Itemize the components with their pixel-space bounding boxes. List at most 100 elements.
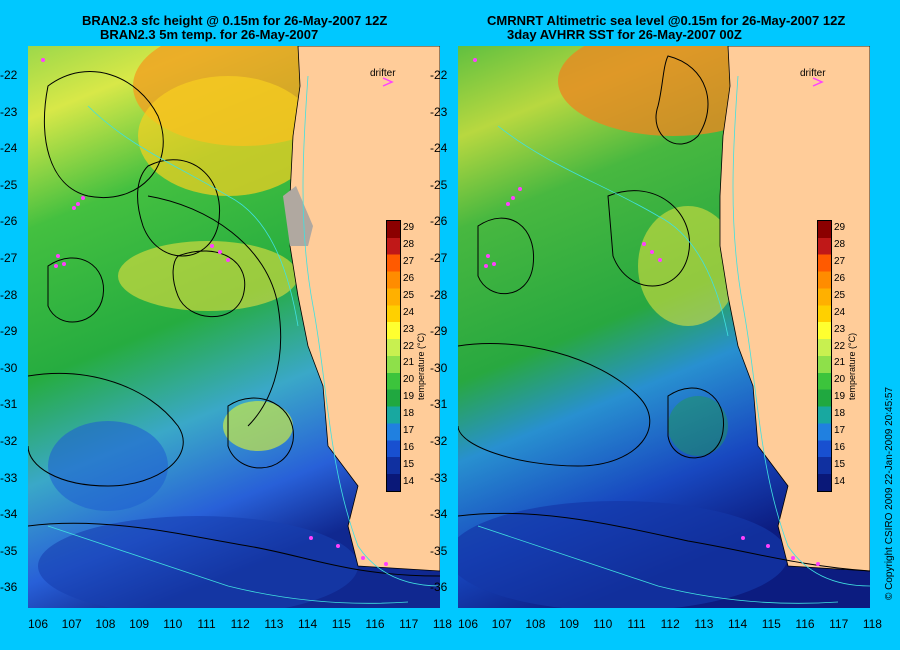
x-axis-label: 117 [829,617,849,631]
y-axis-label: -23 [430,104,448,119]
left-title-line1: BRAN2.3 sfc height @ 0.15m for 26-May-20… [82,13,388,28]
y-axis-label: -28 [430,287,448,302]
right-map-svg [458,46,870,608]
colorbar-tick-label: 25 [834,289,846,301]
x-axis-label: 108 [525,617,546,631]
left-drifter-label: drifter [370,68,396,79]
colorbar-tick-label: 19 [834,391,846,403]
x-axis-label: 114 [728,617,748,631]
x-axis-label: 115 [761,617,781,631]
colorbar-tick-label: 23 [834,323,846,335]
y-axis-label: -24 [430,141,448,156]
y-axis-label: -30 [0,360,18,375]
y-axis-label: -32 [0,434,18,448]
colorbar-tick-label: 29 [403,222,415,234]
left-colorbar-title: temperature (°C) [416,332,426,400]
y-axis-label: -22 [0,68,18,82]
colorbar-tick-label: 28 [403,239,415,251]
colorbar-tick-label: 16 [403,441,415,453]
right-colorbar [817,220,832,492]
x-axis-label: 113 [694,617,714,631]
left-colorbar [386,220,401,492]
colorbar-tick-label: 17 [834,424,846,436]
y-axis-label: -33 [0,470,18,485]
y-axis-label: -24 [0,141,18,156]
x-axis-label: 111 [627,617,646,631]
x-axis-label: 108 [95,617,116,631]
colorbar-tick-label: 26 [403,273,415,285]
y-axis-label: -29 [0,324,18,339]
x-axis-label: 111 [197,617,216,631]
y-axis-label: -28 [0,287,18,302]
y-axis-label: -29 [430,324,448,339]
x-axis-label: 110 [593,617,613,631]
y-axis-label: -27 [430,251,448,265]
y-axis-label: -31 [0,397,18,412]
colorbar-tick-label: 14 [834,475,846,487]
colorbar-tick-label: 27 [403,256,415,268]
y-axis-label: -35 [430,543,448,558]
x-axis-label: 110 [163,617,183,631]
x-axis-label: 116 [365,617,385,631]
colorbar-tick-label: 15 [403,458,415,470]
y-axis-label: -34 [0,507,18,522]
colorbar-tick-label: 29 [834,222,846,234]
y-axis-label: -35 [0,543,18,558]
y-axis-label: -25 [0,177,18,192]
colorbar-tick-label: 25 [403,289,415,301]
y-axis-label: -30 [430,360,448,375]
colorbar-tick-label: 18 [403,408,415,420]
y-axis-label: -34 [430,507,448,522]
colorbar-tick-label: 28 [834,239,846,251]
right-map-panel: drifter [458,46,870,608]
x-axis-label: 113 [264,617,284,631]
colorbar-tick-label: 26 [834,273,846,285]
copyright-text: © Copyright CSIRO 2009 22-Jan-2009 20:45… [884,386,895,600]
left-map-panel: drifter [28,46,440,608]
colorbar-tick-label: 20 [834,374,846,386]
colorbar-tick-label: 22 [834,340,846,352]
y-axis-label: -22 [430,68,448,82]
x-axis-label: 118 [862,617,882,631]
x-axis-label: 112 [660,617,680,631]
x-axis-label: 107 [61,617,82,631]
colorbar-tick-label: 19 [403,391,415,403]
x-axis-label: 106 [27,617,49,631]
colorbar-tick-label: 16 [834,441,846,453]
right-title-line1: CMRNRT Altimetric sea level @0.15m for 2… [487,13,846,28]
y-axis-label: -32 [430,434,448,448]
y-axis-label: -27 [0,251,18,265]
y-axis-label: -31 [430,397,448,412]
x-axis-label: 115 [331,617,351,631]
y-axis-label: -23 [0,104,18,119]
right-title-line2: 3day AVHRR SST for 26-May-2007 00Z [507,27,742,42]
colorbar-tick-label: 17 [403,424,415,436]
colorbar-tick-label: 24 [834,306,846,318]
colorbar-tick-label: 18 [834,408,846,420]
colorbar-tick-label: 15 [834,458,846,470]
x-axis-label: 118 [432,617,452,631]
colorbar-tick-label: 24 [403,306,415,318]
colorbar-tick-label: 23 [403,323,415,335]
x-axis-label: 112 [230,617,250,631]
y-axis-label: -33 [430,470,448,485]
y-axis-label: -36 [430,580,448,595]
colorbar-tick-label: 21 [834,357,846,369]
x-axis-label: 109 [129,617,150,631]
colorbar-tick-label: 14 [403,475,415,487]
right-drifter-label: drifter [800,68,826,79]
colorbar-tick-label: 21 [403,357,415,369]
y-axis-label: -26 [0,214,18,229]
y-axis-label: -36 [0,580,18,595]
x-axis-label: 109 [559,617,580,631]
x-axis-label: 107 [491,617,512,631]
x-axis-label: 114 [298,617,318,631]
y-axis-label: -26 [430,214,448,229]
y-axis-label: -25 [430,177,448,192]
colorbar-tick-label: 27 [834,256,846,268]
right-colorbar-title: temperature (°C) [847,332,857,400]
left-title-line2: BRAN2.3 5m temp. for 26-May-2007 [100,27,319,42]
colorbar-tick-label: 20 [403,374,415,386]
colorbar-tick-label: 22 [403,340,415,352]
x-axis-label: 117 [399,617,419,631]
